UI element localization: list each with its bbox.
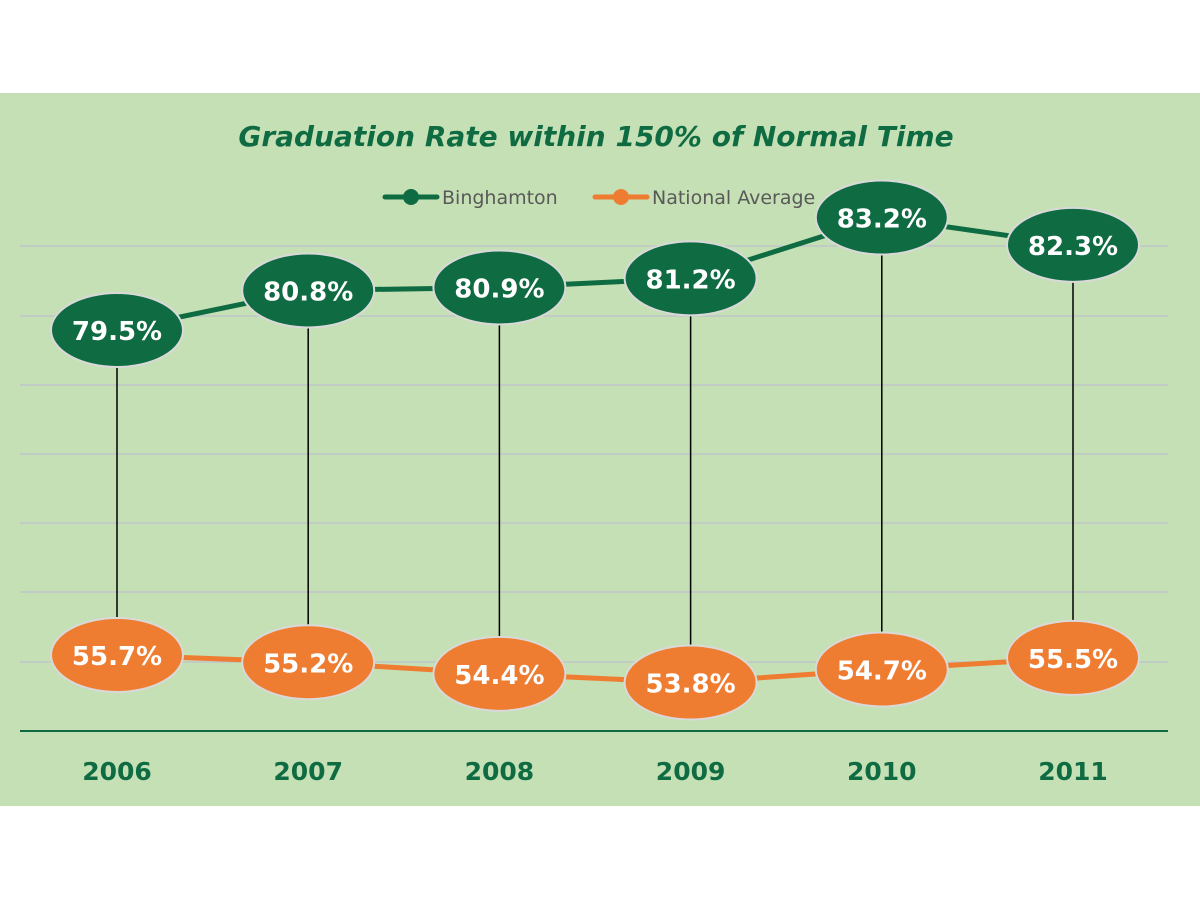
x-tick-label: 2010 <box>847 757 917 786</box>
data-marker <box>1006 619 1140 696</box>
data-markers: 79.5% 80.8% 80.9% 81.2% 83.2% 82.3% 55.7% 55.2%… <box>50 179 1140 721</box>
data-point: 55.7% <box>50 617 184 693</box>
x-tick-label: 2007 <box>273 757 343 786</box>
data-label: 54.7% <box>837 657 927 687</box>
x-axis-tick-labels: 2006 2007 2008 2009 2010 2011 <box>82 757 1108 786</box>
data-label: 80.9% <box>454 274 544 304</box>
data-label: 79.5% <box>72 317 162 347</box>
data-point: 55.5% <box>1006 619 1140 696</box>
data-point: 83.2% <box>814 179 949 256</box>
x-tick-label: 2011 <box>1038 757 1108 786</box>
data-point: 54.7% <box>814 631 949 708</box>
data-label: 83.2% <box>837 205 927 235</box>
data-point: 54.4% <box>432 635 567 712</box>
data-point: 82.3% <box>1006 206 1140 283</box>
data-point: 80.8% <box>241 252 376 329</box>
chart-background <box>0 93 1200 806</box>
data-label: 82.3% <box>1028 232 1118 262</box>
legend-marker-0 <box>403 189 419 205</box>
x-tick-label: 2009 <box>656 757 726 786</box>
data-point: 55.2% <box>241 624 376 701</box>
data-label: 54.4% <box>454 661 544 691</box>
legend-label: National Average <box>652 187 815 209</box>
data-marker <box>1006 206 1140 283</box>
data-marker <box>432 635 567 712</box>
data-label: 55.5% <box>1028 645 1118 675</box>
drop-lines <box>116 217 1074 683</box>
legend-label: Binghamton <box>442 187 558 209</box>
data-marker <box>50 292 184 368</box>
data-point: 53.8% <box>623 644 758 721</box>
data-marker <box>432 249 567 326</box>
data-label: 55.7% <box>72 642 162 672</box>
legend-marker-1 <box>613 189 629 205</box>
data-point: 79.5% <box>50 292 184 368</box>
data-marker <box>241 624 376 701</box>
x-tick-label: 2006 <box>82 757 152 786</box>
chart-title: Graduation Rate within 150% of Normal Ti… <box>238 120 953 153</box>
data-label: 55.2% <box>263 649 353 679</box>
x-tick-label: 2008 <box>465 757 535 786</box>
data-marker <box>623 240 758 317</box>
data-label: 81.2% <box>645 265 735 295</box>
data-label: 80.8% <box>263 277 353 307</box>
data-marker <box>241 252 376 329</box>
data-marker <box>814 631 949 708</box>
gridlines <box>20 245 1168 663</box>
legend: Binghamton National Average <box>382 187 815 209</box>
data-marker <box>814 179 949 256</box>
data-marker <box>50 617 184 693</box>
data-point: 80.9% <box>432 249 567 326</box>
data-label: 53.8% <box>645 670 735 700</box>
data-marker <box>623 644 758 721</box>
data-point: 81.2% <box>623 240 758 317</box>
